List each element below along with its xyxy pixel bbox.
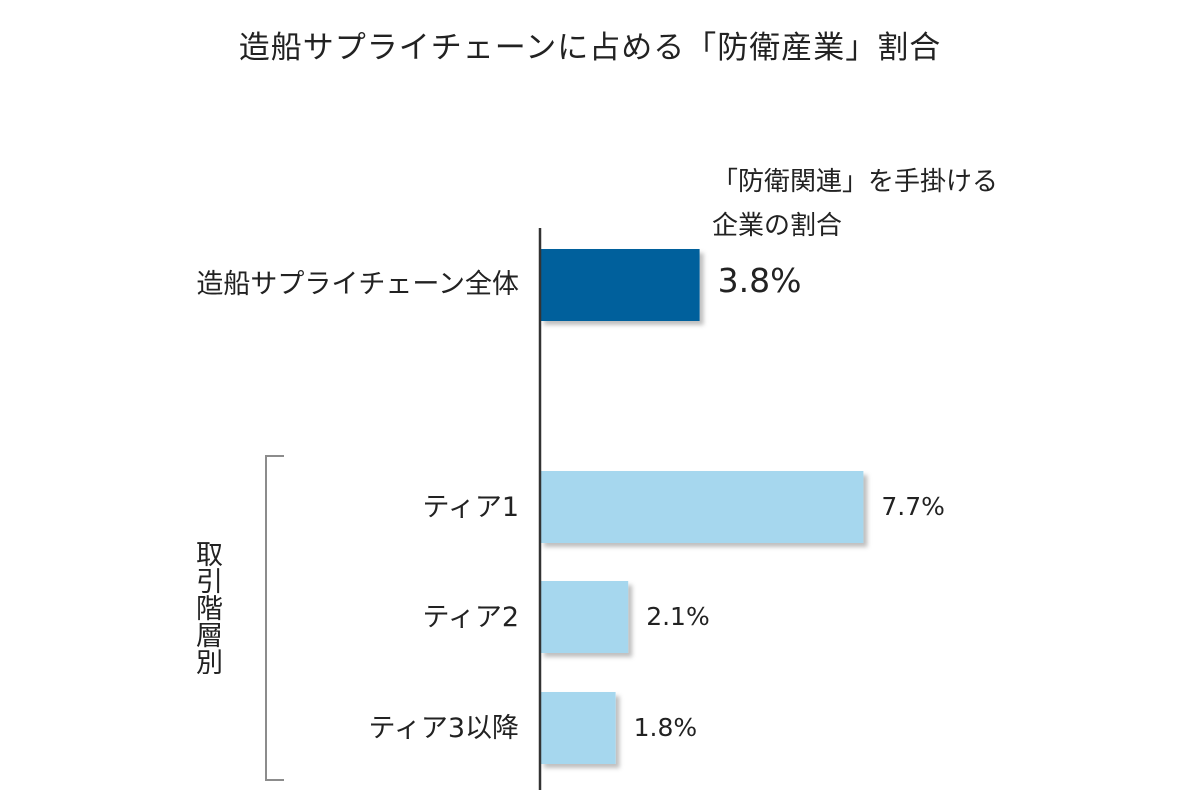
- category-label-1: ティア1: [422, 492, 519, 523]
- value-label-3: 1.8%: [633, 713, 698, 742]
- value-axis-note: 「防衛関連」を手掛ける 企業の割合: [712, 160, 998, 248]
- group-bracket: [265, 455, 284, 781]
- bars-layer: [540, 249, 864, 764]
- bar-3: [540, 692, 616, 764]
- category-label-3: ティア3以降: [368, 713, 519, 744]
- group-label: 取引階層別: [191, 540, 222, 675]
- value-label-0: 3.8%: [717, 261, 802, 300]
- value-axis-note-line-2: 企業の割合: [712, 211, 843, 241]
- category-label-0: 造船サプライチェーン全体: [196, 269, 519, 300]
- bar-0: [540, 249, 700, 321]
- value-label-2: 2.1%: [646, 602, 710, 631]
- value-label-1: 7.7%: [881, 492, 945, 521]
- category-label-2: ティア2: [422, 602, 519, 633]
- value-axis-note-line-1: 「防衛関連」を手掛ける: [712, 167, 999, 197]
- bar-1: [540, 471, 864, 543]
- bar-2: [540, 581, 629, 653]
- chart-title: 造船サプライチェーンに占める「防衛産業」割合: [238, 30, 942, 66]
